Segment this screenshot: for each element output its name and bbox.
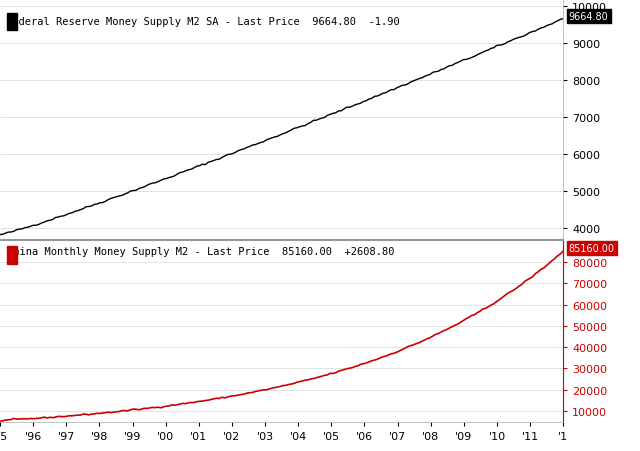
Text: 85160.00: 85160.00 bbox=[569, 244, 615, 253]
Text: Federal Reserve Money Supply M2 SA - Last Price  9664.80  -1.90: Federal Reserve Money Supply M2 SA - Las… bbox=[6, 17, 399, 27]
Text: China Monthly Money Supply M2 - Last Price  85160.00  +2608.80: China Monthly Money Supply M2 - Last Pri… bbox=[7, 247, 394, 257]
Text: 9664.80: 9664.80 bbox=[569, 12, 609, 22]
Bar bbox=[7, 247, 17, 265]
Bar bbox=[7, 14, 17, 31]
